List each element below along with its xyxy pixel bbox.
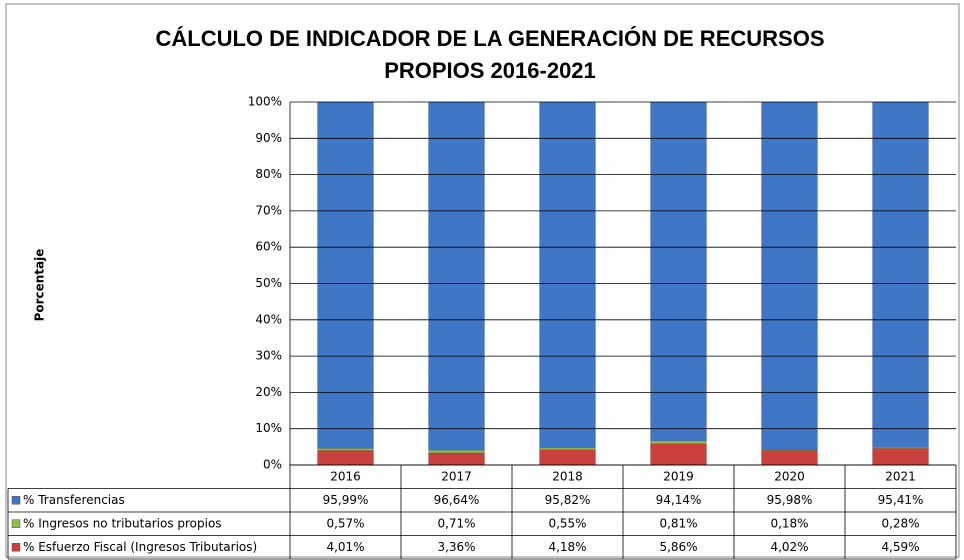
x-tick-label: 2021 <box>885 469 916 483</box>
bar-segment <box>317 450 374 465</box>
value-label: 4,59% <box>881 540 919 554</box>
bar-segment <box>428 452 485 465</box>
value-label: 94,14% <box>656 493 702 507</box>
chart-subtitle: PROPIOS 2016-2021 <box>384 58 596 83</box>
legend-label: % Esfuerzo Fiscal (Ingresos Tributarios) <box>23 540 257 554</box>
value-label: 0,57% <box>326 516 364 530</box>
value-label: 95,41% <box>878 493 924 507</box>
value-label: 0,71% <box>437 516 475 530</box>
legend-swatch <box>11 543 21 552</box>
legend-swatch <box>11 519 21 528</box>
value-label: 95,99% <box>323 493 369 507</box>
bar-segment <box>428 449 485 454</box>
bar-segment <box>761 102 818 451</box>
bar-segment <box>539 447 596 451</box>
value-label: 0,81% <box>659 516 697 530</box>
bar-segment <box>650 102 707 442</box>
y-tick-label: 20% <box>255 385 282 399</box>
bar-segment <box>650 440 707 444</box>
x-tick-label: 2019 <box>663 469 694 483</box>
chart-title: CÁLCULO DE INDICADOR DE LA GENERACIÓN DE… <box>156 26 825 51</box>
value-label: 5,86% <box>659 540 697 554</box>
value-label: 96,64% <box>434 493 480 507</box>
y-tick-label: 90% <box>255 131 282 145</box>
bar-segment <box>872 102 929 448</box>
value-label: 3,36% <box>437 540 475 554</box>
value-label: 4,01% <box>326 540 364 554</box>
y-tick-label: 30% <box>255 349 282 363</box>
x-tick-label: 2017 <box>441 469 472 483</box>
y-axis-label: Porcentaje <box>33 249 47 322</box>
bar-segment <box>317 448 374 451</box>
bars <box>317 102 929 465</box>
value-label: 0,18% <box>770 516 808 530</box>
y-tick-label: 0% <box>263 458 282 472</box>
value-label: 95,82% <box>545 493 591 507</box>
bar-segment <box>761 450 818 465</box>
y-tick-label: 40% <box>255 312 282 326</box>
y-tick-label: 10% <box>255 421 282 435</box>
value-label: 4,02% <box>770 540 808 554</box>
bar-segment <box>428 102 485 451</box>
y-tick-label: 50% <box>255 276 282 290</box>
y-tick-label: 60% <box>255 240 282 254</box>
value-label: 4,18% <box>548 540 586 554</box>
y-tick-label: 80% <box>255 167 282 181</box>
legend-label: % Transferencias <box>23 493 125 507</box>
x-tick-label: 2018 <box>552 469 583 483</box>
x-tick-label: 2020 <box>774 469 805 483</box>
legend-swatch <box>11 496 21 505</box>
value-label: 0,28% <box>881 516 919 530</box>
value-label: 95,98% <box>767 493 813 507</box>
bar-segment <box>650 443 707 465</box>
y-tick-label: 100% <box>248 95 282 109</box>
bar-segment <box>539 449 596 465</box>
y-tick-label: 70% <box>255 203 282 217</box>
bar-segment <box>317 102 374 449</box>
bar-segment <box>539 102 596 449</box>
bar-segment <box>872 448 929 465</box>
x-tick-label: 2016 <box>330 469 361 483</box>
value-label: 0,55% <box>548 516 586 530</box>
legend-label: % Ingresos no tributarios propios <box>23 516 222 530</box>
